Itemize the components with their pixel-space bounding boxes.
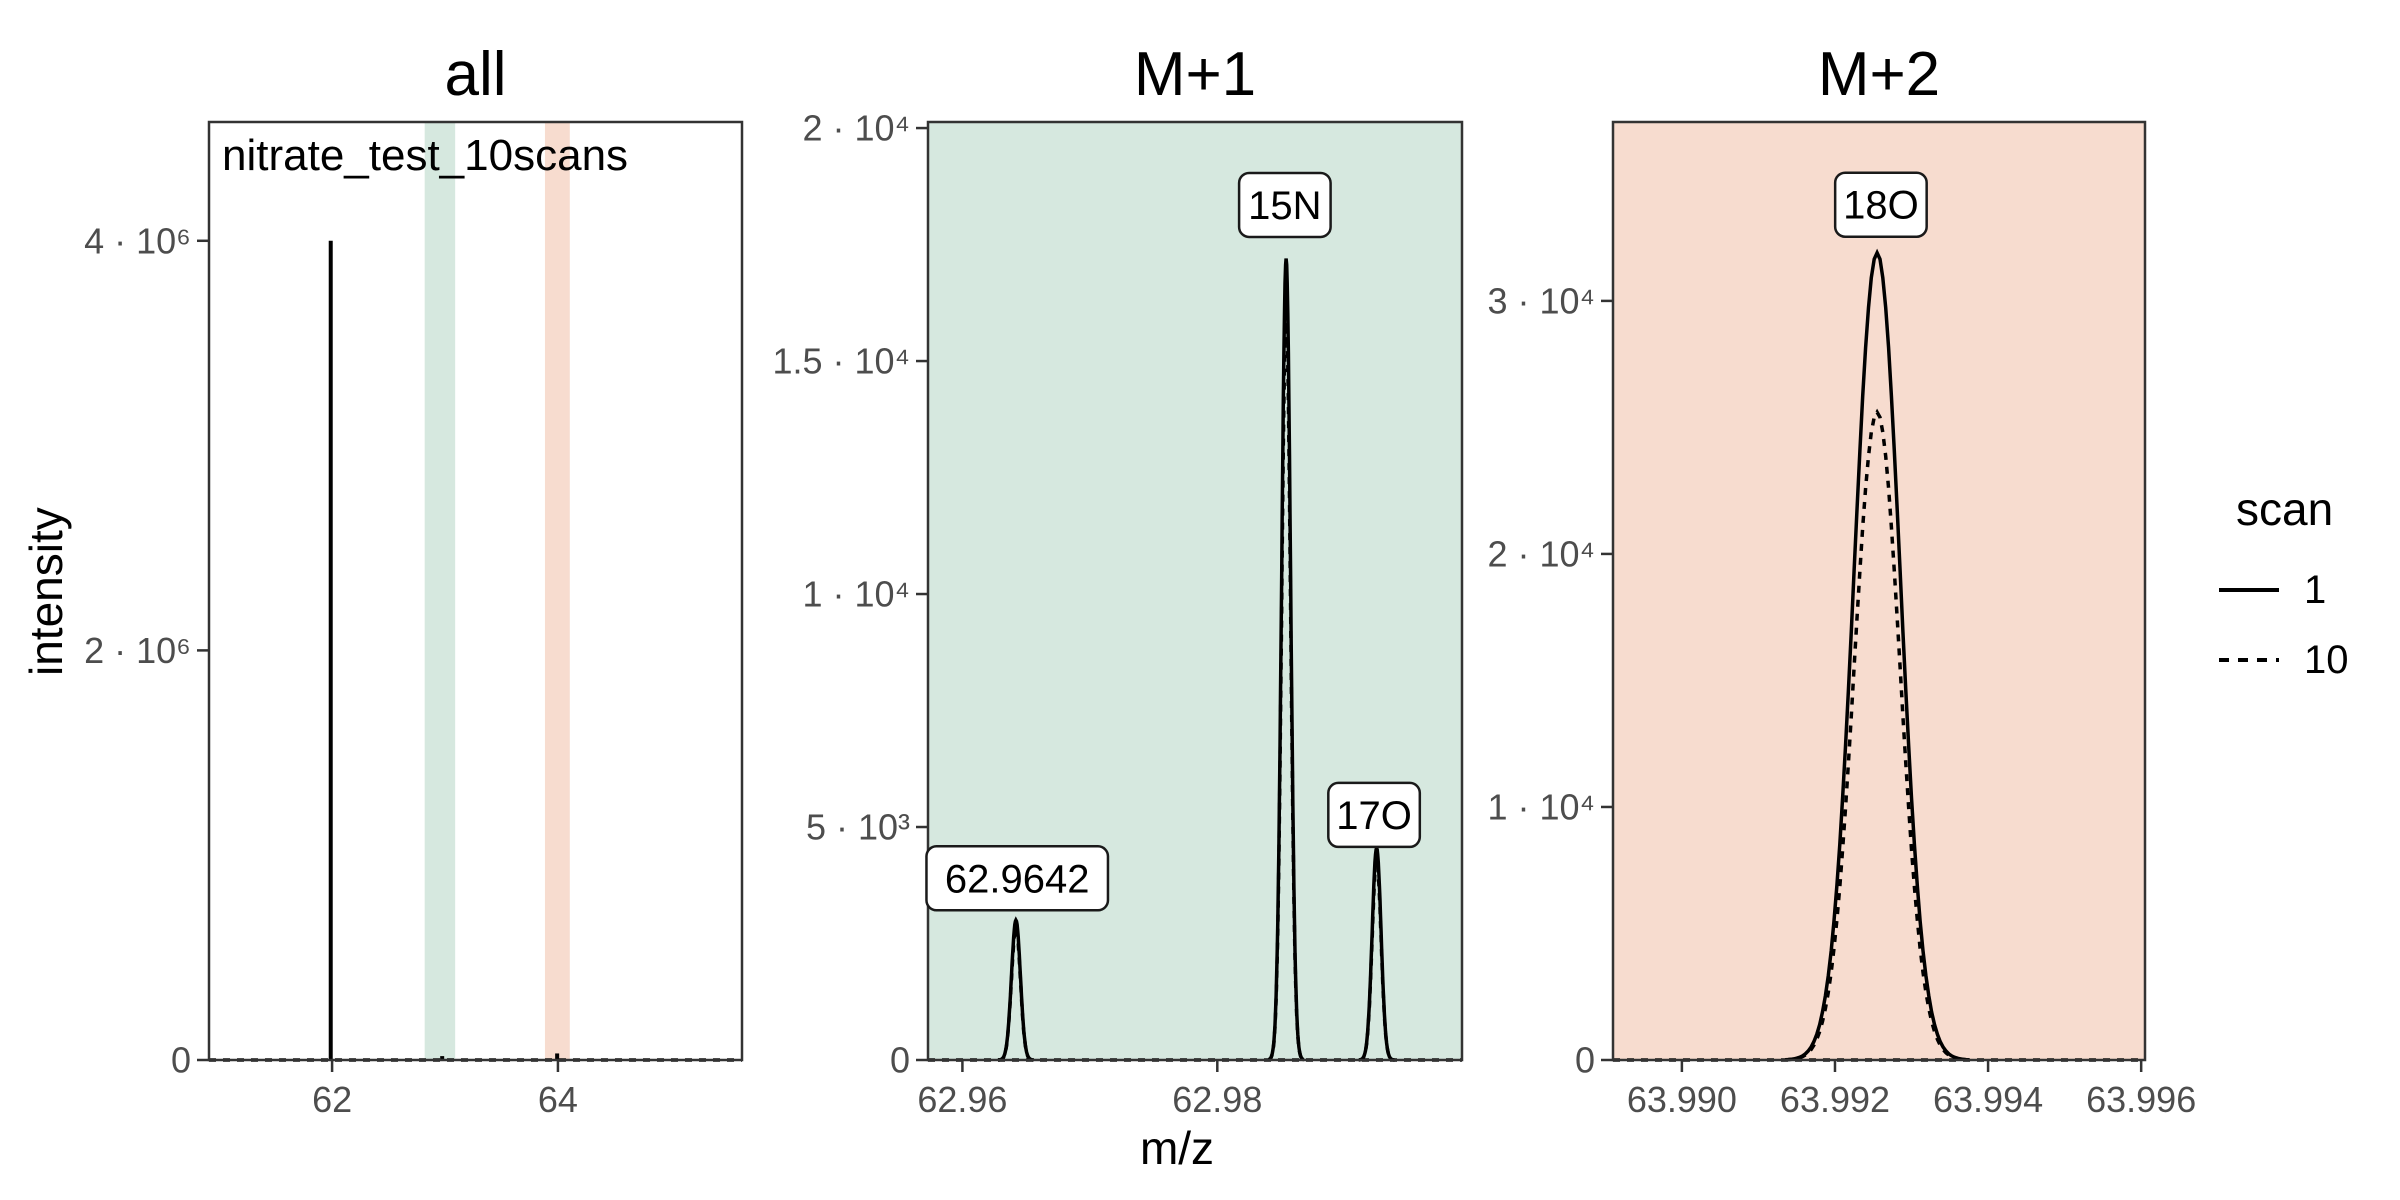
highlight-band-m1	[424, 122, 456, 1060]
panel-border	[1611, 120, 2147, 1062]
panel-all: 62 64 0 2 · 10⁶ 4 · 10⁶ all nitrate_test_10sca…	[84, 40, 744, 1120]
peak-label-box	[1327, 781, 1422, 849]
y-tick-label: 3 · 10⁴	[1487, 280, 1595, 321]
x-tick-label: 63.996	[2086, 1079, 2196, 1120]
y-tick-label: 0	[171, 1040, 191, 1081]
y-tick-label: 0	[1575, 1040, 1595, 1081]
y-tick-label: 2 · 10⁴	[1487, 533, 1595, 574]
y-tick-label: 1 · 10⁴	[802, 574, 910, 615]
peak-line-scan10	[1267, 314, 1305, 1062]
x-tick-label: 63.992	[1780, 1079, 1890, 1120]
x-tick-label: 63.990	[1627, 1079, 1737, 1120]
peak-label-text: 17O	[1336, 794, 1412, 838]
legend-entry-scan-1: 1	[2218, 555, 2398, 625]
panel-title: M+2	[1818, 40, 1940, 109]
legend-title: scan	[2236, 483, 2334, 535]
panel-border	[207, 120, 744, 1062]
y-tick-label: 1.5 · 10⁴	[772, 341, 910, 382]
panel-annotation: nitrate_test_10scans	[222, 131, 628, 180]
peak-label-box	[1833, 171, 1928, 238]
peak-line-scan1	[1267, 258, 1305, 1062]
y-axis-title: intensity	[20, 507, 72, 677]
legend-key-solid-line	[2219, 588, 2279, 593]
panel-m2: 63.990 63.992 63.994 63.996 0 1 · 10⁴ 2 · 10⁴ 3…	[1487, 40, 2196, 1120]
y-tick-label: 4 · 10⁶	[84, 220, 191, 261]
x-axis-title: m/z	[1139, 1122, 1215, 1174]
x-tick-label: 63.994	[1933, 1079, 2043, 1120]
legend-entry-label: 1	[2304, 567, 2327, 612]
panel-title: all	[444, 40, 506, 109]
peak-label-box	[1237, 171, 1332, 239]
peak-label-text: 15N	[1248, 184, 1321, 228]
peak-label-box	[925, 845, 1110, 912]
highlight-band-m2	[544, 122, 570, 1060]
x-tick-label: 62.96	[917, 1079, 1007, 1120]
peak-line-scan10	[1785, 408, 1970, 1062]
x-tick-label: 62	[312, 1079, 352, 1120]
panel-title: M+1	[1134, 40, 1256, 109]
legend-entry-scan-10: 10	[2218, 625, 2398, 695]
legend: scan 1 10	[2218, 482, 2398, 695]
legend-key-dashed-line	[2219, 658, 2279, 663]
y-tick-label: 2 · 10⁴	[802, 108, 910, 149]
peak-line-scan10	[997, 923, 1035, 1062]
x-tick-label: 64	[538, 1079, 578, 1120]
peak-label-text: 18O	[1843, 184, 1919, 228]
panel-m1: 62.96 62.98 0 5 · 10³ 1 · 10⁴ 1.5 · 10⁴ 2 · 10…	[772, 40, 1464, 1120]
panel-border	[926, 120, 1464, 1062]
peak-line-scan1	[1785, 248, 1969, 1062]
peak-label-text: 62.9642	[945, 857, 1090, 901]
x-tick-label: 62.98	[1172, 1079, 1262, 1120]
panel-background	[1613, 122, 2145, 1060]
y-tick-label: 5 · 10³	[806, 807, 910, 848]
y-tick-label: 1 · 10⁴	[1487, 786, 1595, 827]
y-tick-label: 2 · 10⁶	[84, 630, 191, 671]
y-tick-label: 0	[890, 1040, 910, 1081]
legend-entry-label: 10	[2304, 637, 2349, 682]
panel-background	[209, 122, 742, 1060]
